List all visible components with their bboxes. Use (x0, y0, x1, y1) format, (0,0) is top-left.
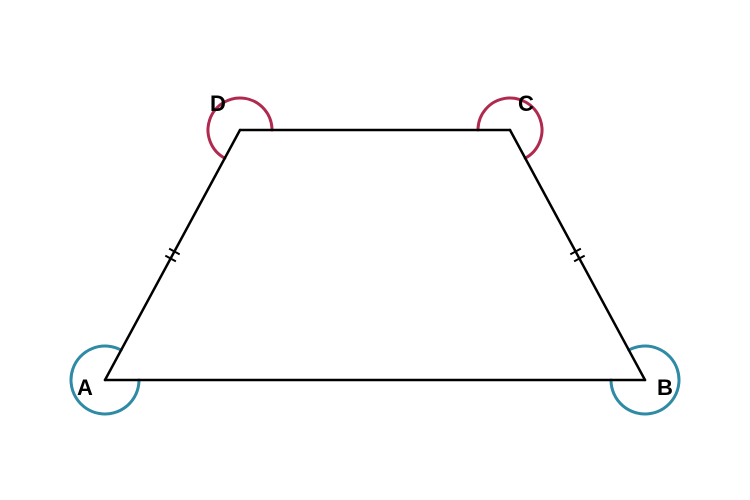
vertex-label-c: C (518, 91, 534, 117)
trapezoid-svg (0, 0, 750, 500)
edge-bc (510, 130, 645, 380)
vertex-label-a: A (77, 375, 93, 401)
vertex-label-b: B (657, 375, 673, 401)
edge-da (105, 130, 240, 380)
vertex-label-d: D (210, 91, 226, 117)
diagram-stage: A B C D (0, 0, 750, 500)
